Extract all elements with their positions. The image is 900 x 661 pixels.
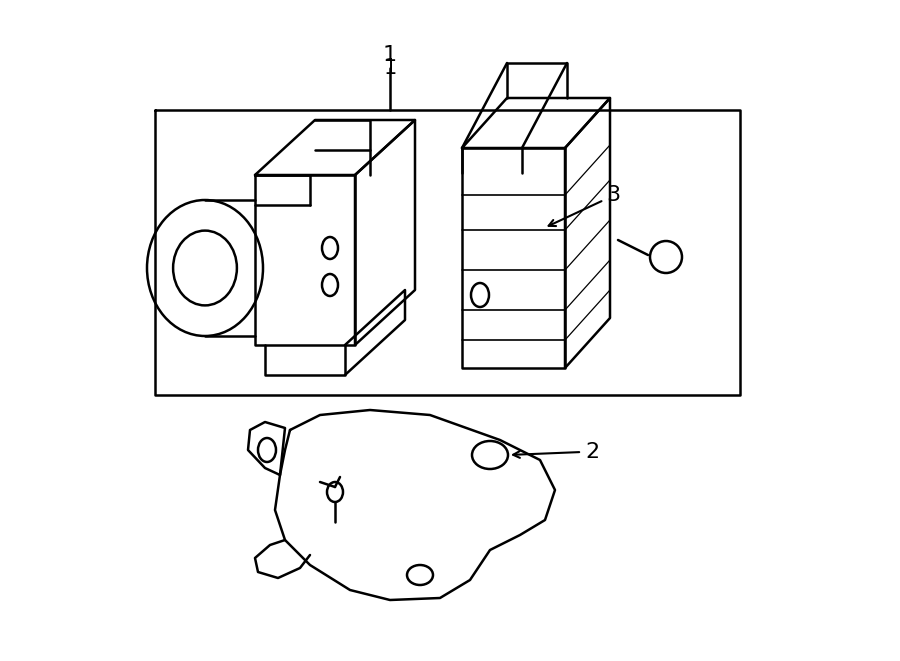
Text: 2: 2: [585, 442, 599, 462]
Text: 1: 1: [382, 45, 397, 65]
Text: 3: 3: [606, 185, 620, 205]
Text: 1: 1: [383, 58, 397, 78]
